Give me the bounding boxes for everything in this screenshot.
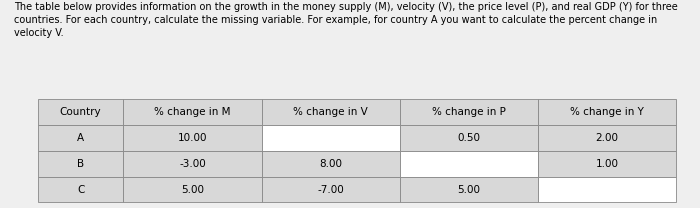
Text: The table below provides information on the growth in the money supply (M), velo: The table below provides information on … xyxy=(14,2,678,38)
